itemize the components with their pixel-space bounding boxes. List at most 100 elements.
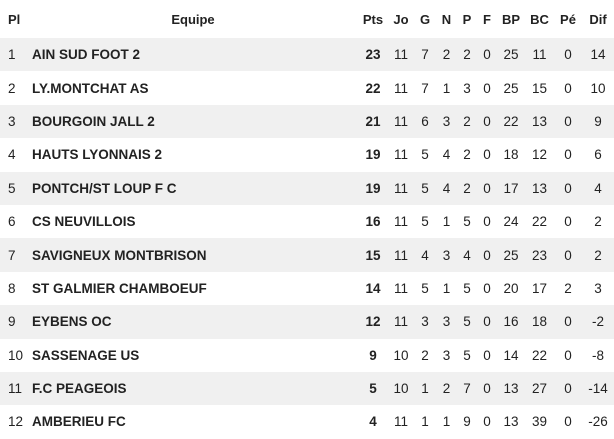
stat-cell: 0 — [564, 414, 572, 430]
position: 7 — [8, 247, 16, 263]
stat-cell: 0 — [483, 280, 491, 296]
table-row: 12 AMBERIEU FC 4 11 1 1 9 0 13 39 0 -26 — [0, 405, 614, 438]
stat-cell: 4 — [463, 247, 471, 263]
stat-cell: 2 — [442, 381, 451, 397]
header-cell: N — [441, 11, 452, 27]
position: 1 — [8, 47, 16, 63]
stat-cell: 3 — [421, 314, 429, 330]
stat-cell: 4 — [369, 414, 377, 430]
stat-cell: 0 — [564, 381, 572, 397]
stat-cell: 2 — [421, 347, 429, 363]
team-name: CS NEUVILLOIS — [32, 214, 136, 230]
stat-cell: 27 — [531, 381, 548, 397]
stat-cell: 4 — [421, 247, 429, 263]
header-cell: Dif — [589, 11, 607, 27]
stat-cell: 0 — [564, 347, 572, 363]
stat-cell: 9 — [369, 347, 377, 363]
stat-cell: 6 — [421, 113, 429, 129]
stat-cell: 11 — [393, 247, 408, 263]
stat-cell: 3 — [442, 314, 451, 330]
stat-cell: 0 — [564, 113, 572, 129]
stat-cell: 15 — [365, 247, 381, 263]
stat-cell: 2 — [442, 47, 451, 63]
stat-cell: 0 — [564, 147, 572, 163]
header-cell: F — [483, 11, 491, 27]
stat-cell: 22 — [531, 347, 548, 363]
stat-cell: 2 — [463, 113, 471, 129]
stat-cell: 1 — [442, 80, 451, 96]
stat-cell: 13 — [503, 381, 519, 397]
stat-cell: 0 — [564, 214, 572, 230]
table-row: 3 BOURGOIN JALL 2 21 11 6 3 2 0 22 13 0 9 — [0, 104, 614, 139]
header-cell: Pé — [560, 11, 576, 27]
stat-cell: 5 — [421, 280, 429, 296]
stat-cell: 11 — [393, 80, 408, 96]
stat-cell: 18 — [503, 147, 519, 163]
stat-cell: -26 — [588, 414, 608, 430]
stat-cell: 5 — [369, 381, 377, 397]
stat-cell: 2 — [463, 47, 471, 63]
stat-cell: 1 — [421, 414, 429, 430]
stat-cell: 0 — [483, 381, 491, 397]
stat-cell: 15 — [531, 80, 548, 96]
team-name: SASSENAGE US — [32, 347, 140, 363]
stat-cell: 3 — [442, 347, 451, 363]
stat-cell: 13 — [503, 414, 519, 430]
stat-cell: 0 — [564, 47, 572, 63]
team-name: HAUTS LYONNAIS 2 — [32, 147, 163, 163]
stat-cell: 16 — [503, 314, 519, 330]
stat-cell: 2 — [564, 280, 572, 296]
position: 9 — [8, 314, 16, 330]
stat-cell: 0 — [483, 214, 491, 230]
stat-cell: 2 — [463, 180, 471, 196]
team-name: AMBERIEU FC — [32, 414, 126, 430]
position: 2 — [8, 80, 16, 96]
stat-cell: 5 — [463, 314, 471, 330]
stat-cell: 0 — [483, 247, 491, 263]
header-cell: G — [419, 11, 431, 27]
stat-cell: 25 — [503, 47, 519, 63]
table-row: 11 F.C PEAGEOIS 5 10 1 2 7 0 13 27 0 -14 — [0, 371, 614, 406]
stat-cell: 5 — [421, 147, 429, 163]
stat-cell: 11 — [393, 214, 408, 230]
position: 4 — [8, 147, 16, 163]
stat-cell: 4 — [594, 180, 602, 196]
stat-cell: -14 — [588, 381, 608, 397]
stat-cell: 1 — [442, 414, 451, 430]
table-row: 2 LY.MONTCHAT AS 22 11 7 1 3 0 25 15 0 10 — [0, 71, 614, 104]
stat-cell: 10 — [590, 80, 606, 96]
team-name: ST GALMIER CHAMBOEUF — [32, 280, 207, 296]
stat-cell: 0 — [483, 414, 491, 430]
header-cell: BC — [530, 11, 549, 27]
table-row: 4 HAUTS LYONNAIS 2 19 11 5 4 2 0 18 12 0 6 — [0, 138, 614, 171]
team-name: EYBENS OC — [32, 314, 112, 330]
stat-cell: 23 — [365, 47, 381, 63]
table-row: 7 SAVIGNEUX MONTBRISON 15 11 4 3 4 0 25 23 0 2 — [0, 238, 614, 272]
stat-cell: 0 — [483, 180, 491, 196]
team-name: PONTCH/ST LOUP F C — [32, 180, 177, 196]
team-name: SAVIGNEUX MONTBRISON — [32, 247, 207, 263]
table-row: 1 AIN SUD FOOT 2 23 11 7 2 2 0 25 11 0 14 — [0, 38, 614, 72]
table-body: 1 AIN SUD FOOT 2 23 11 7 2 2 0 25 11 0 14 2 LY.MONTCH… — [0, 38, 614, 439]
stat-cell: 0 — [564, 247, 572, 263]
stat-cell: 13 — [531, 113, 548, 129]
stat-cell: 21 — [365, 113, 381, 129]
team-name: LY.MONTCHAT AS — [32, 80, 149, 96]
stat-cell: 19 — [365, 147, 381, 163]
table-row: 9 EYBENS OC 12 11 3 3 5 0 16 18 0 -2 — [0, 305, 614, 339]
position: 6 — [8, 214, 16, 230]
stat-cell: 11 — [393, 414, 408, 430]
stat-cell: 2 — [463, 147, 471, 163]
stat-cell: 39 — [531, 414, 548, 430]
stat-cell: 1 — [442, 280, 451, 296]
stat-cell: 14 — [590, 47, 606, 63]
stat-cell: 11 — [393, 47, 408, 63]
stat-cell: 11 — [393, 314, 408, 330]
stat-cell: 11 — [532, 47, 547, 63]
team-name: BOURGOIN JALL 2 — [32, 113, 155, 129]
stat-cell: 0 — [483, 314, 491, 330]
stat-cell: 3 — [463, 80, 471, 96]
stat-cell: 22 — [365, 80, 381, 96]
